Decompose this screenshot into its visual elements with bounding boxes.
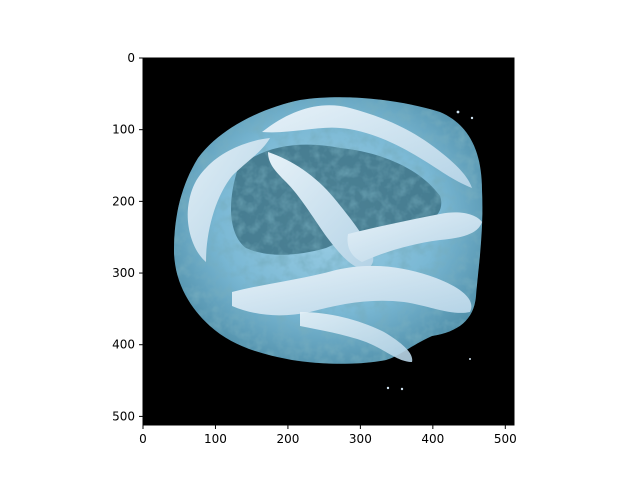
x-tick-label: 300 (349, 432, 372, 446)
y-tick-label: 400 (112, 338, 135, 352)
x-tick-label: 100 (204, 432, 227, 446)
y-tick-label: 300 (112, 266, 135, 280)
frosting-top (262, 105, 472, 188)
y-tick-label: 500 (112, 409, 135, 423)
frosting-swirl-right (347, 212, 482, 262)
pastry-image (174, 97, 483, 391)
frosting-rim-left (187, 138, 270, 262)
x-tick-label: 500 (494, 432, 517, 446)
speck (456, 110, 460, 114)
y-tick-label: 0 (127, 51, 135, 65)
frosting-swirl-bottom (300, 312, 413, 362)
y-axis: 0 100 200 300 400 500 (112, 51, 143, 423)
x-axis: 0 100 200 300 400 500 (139, 425, 517, 446)
speck (386, 386, 390, 390)
x-tick-label: 400 (421, 432, 444, 446)
speck (469, 358, 471, 360)
frosting-swirl-diagonal (268, 152, 374, 269)
x-tick-label: 200 (276, 432, 299, 446)
x-tick-label: 0 (139, 432, 147, 446)
y-tick-label: 200 (112, 194, 135, 208)
axes-frame (142, 57, 515, 426)
speck (400, 387, 404, 391)
frosting-swirl-lower (232, 265, 472, 316)
y-tick-label: 100 (112, 123, 135, 137)
speck (470, 116, 474, 120)
